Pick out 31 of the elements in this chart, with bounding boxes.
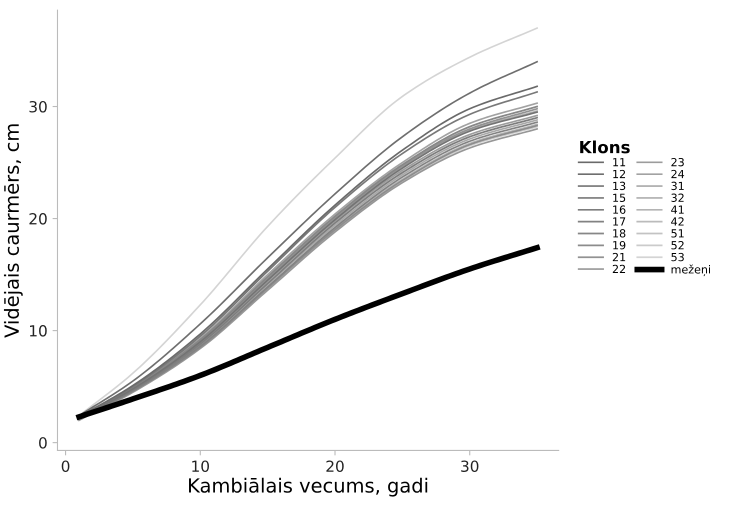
legend-label: mežeņi <box>672 264 710 276</box>
x-tick-label: 30 <box>461 460 478 472</box>
legend-label: 21 <box>612 252 626 262</box>
legend-label: 51 <box>671 229 684 238</box>
legend-label: 12 <box>613 170 626 178</box>
y-tick-label: 20 <box>29 213 47 225</box>
legend-label: 52 <box>671 241 684 250</box>
x-tick-label: 10 <box>192 460 209 472</box>
legend-label: 41 <box>671 206 684 214</box>
legend-label: 18 <box>613 229 626 238</box>
legend-label: 19 <box>613 241 626 250</box>
x-axis-title: Kambiālais vecums, gadi <box>189 478 428 497</box>
legend-label: 22 <box>612 264 626 273</box>
legend-label: 31 <box>671 182 684 190</box>
legend-label: 13 <box>613 182 626 190</box>
y-tick-label: 10 <box>30 325 47 337</box>
y-tick-label: 30 <box>29 100 47 113</box>
legend-label: 24 <box>671 170 684 178</box>
legend-label: 11 <box>613 158 626 166</box>
legend-label: 53 <box>671 252 684 262</box>
x-tick-label: 0 <box>62 460 70 472</box>
legend-label: 17 <box>613 217 626 226</box>
legend-title: Klons <box>580 140 630 154</box>
y-tick-label: 0 <box>39 437 47 449</box>
legend-label: 16 <box>613 205 626 214</box>
y-axis-title: Vidējais caurmērs, cm <box>4 124 23 338</box>
legend-label: 42 <box>671 217 684 226</box>
legend-label: 32 <box>671 194 684 202</box>
legend-label: 15 <box>613 194 626 202</box>
legend-label: 23 <box>671 158 684 166</box>
x-tick-label: 20 <box>326 460 344 472</box>
